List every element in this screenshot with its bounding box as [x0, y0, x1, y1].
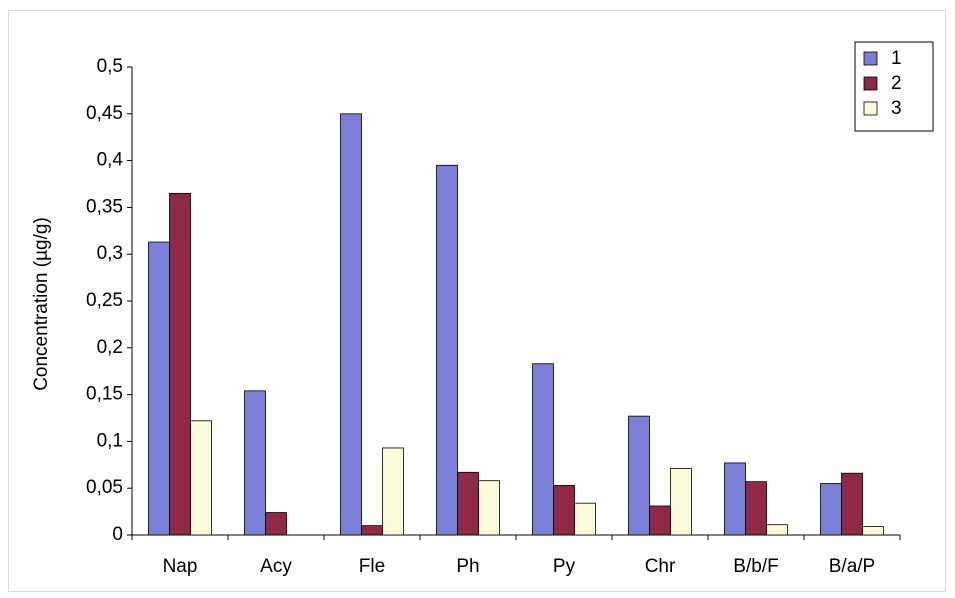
x-tick-label: B/a/P	[829, 556, 875, 577]
bar-nap-series-2	[169, 192, 191, 536]
bar-nap-series-3	[190, 420, 212, 536]
x-tick-label: Chr	[645, 556, 676, 577]
bar-chr-series-3	[670, 468, 692, 536]
bar-ph-series-1	[436, 164, 458, 536]
y-tick-label: 0,5	[97, 56, 123, 77]
y-tick-label: 0,45	[86, 103, 123, 124]
bar-b-a-p-series-1	[820, 483, 842, 536]
bar-ph-series-3	[478, 480, 500, 536]
y-tick-label: 0,25	[86, 290, 123, 311]
legend-swatch-1	[863, 51, 878, 66]
bar-b-b-f-series-2	[745, 481, 767, 536]
y-tick-label: 0,3	[97, 243, 123, 264]
legend: 1 2 3	[854, 41, 934, 132]
y-tick-label: 0	[112, 524, 123, 545]
x-tick-label: Ph	[456, 556, 479, 577]
legend-swatch-2	[863, 76, 878, 91]
x-tick-label: Nap	[163, 556, 198, 577]
bar-nap-series-1	[148, 241, 170, 536]
bar-b-b-f-series-3	[766, 524, 788, 536]
bar-acy-series-1	[244, 390, 266, 536]
legend-label-2: 2	[891, 73, 902, 94]
y-tick-label: 0,4	[97, 150, 124, 171]
y-axis-title: Concentration (µg/g)	[31, 217, 52, 391]
chart-frame	[8, 10, 946, 592]
x-tick-label: B/b/F	[733, 556, 778, 577]
bar-fle-series-3	[382, 447, 404, 536]
legend-label-3: 3	[891, 98, 902, 119]
x-tick-label: Py	[553, 556, 576, 577]
legend-label-1: 1	[891, 48, 902, 69]
bar-py-series-3	[574, 502, 596, 536]
bar-py-series-2	[553, 484, 575, 536]
bar-chr-series-2	[649, 505, 671, 536]
bar-b-a-p-series-3	[862, 526, 884, 536]
bar-fle-series-2	[361, 525, 383, 536]
y-tick-label: 0,1	[97, 430, 123, 451]
y-tick-label: 0,2	[97, 337, 123, 358]
y-tick-label: 0,35	[86, 196, 123, 217]
bar-fle-series-1	[340, 113, 362, 536]
y-tick-label: 0,15	[86, 384, 123, 405]
x-tick-label: Acy	[260, 556, 292, 577]
bar-b-a-p-series-2	[841, 472, 863, 536]
bar-b-b-f-series-1	[724, 462, 746, 536]
legend-swatch-3	[863, 101, 878, 116]
bar-chr-series-1	[628, 415, 650, 536]
bar-py-series-1	[532, 363, 554, 536]
bar-ph-series-2	[457, 471, 479, 536]
y-tick-label: 0,05	[86, 477, 123, 498]
bar-acy-series-2	[265, 512, 287, 536]
x-tick-label: Fle	[359, 556, 385, 577]
